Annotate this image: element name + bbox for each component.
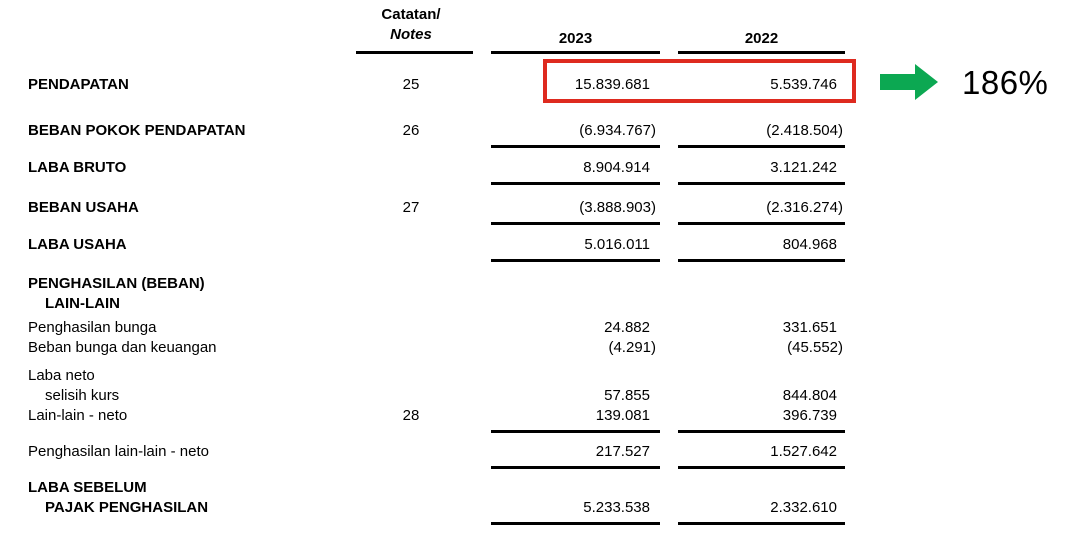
value-2022: 2.332.610 [678, 498, 845, 525]
table-row-beban-pokok: BEBAN POKOK PENDAPATAN 26 (6.934.767) (2… [0, 121, 1071, 148]
year-2022-column-header: 2022 [744, 30, 779, 47]
value-2023: 8.904.914 [491, 158, 660, 185]
value-2022: 844.804 [782, 387, 837, 404]
value-2022: 331.651 [782, 319, 837, 336]
table-row-beban-usaha: BEBAN USAHA 27 (3.888.903) (2.316.274) [0, 198, 1071, 225]
value-2023: 5.233.538 [491, 498, 660, 525]
table-row-beban-bunga: Beban bunga dan keuangan (4.291) (45.552… [0, 338, 1071, 358]
row-note-ref: 25 [402, 76, 420, 93]
row-label: PENDAPATAN [28, 76, 129, 93]
value-2022: (2.316.274) [678, 198, 845, 225]
revenue-highlight-box [543, 59, 856, 103]
value-2022: 3.121.242 [678, 158, 845, 185]
row-label: Penghasilan lain-lain - neto [28, 443, 209, 460]
row-note-ref: 28 [402, 407, 420, 424]
right-arrow-icon [880, 64, 938, 100]
notes-column-header-line1: Catatan/ [381, 6, 441, 23]
col-2022-header-underline [678, 51, 845, 54]
row-label: Penghasilan bunga [28, 319, 157, 336]
notes-column-header-line2: Notes [390, 26, 432, 43]
row-label: PENGHASILAN (BEBAN) [28, 275, 205, 292]
row-label: LABA BRUTO [28, 159, 127, 176]
row-label: Lain-lain - neto [28, 407, 128, 424]
value-2023: 24.882 [604, 319, 650, 336]
table-row-penghasilan-lain-lain-neto: Penghasilan lain-lain - neto 217.527 1.5… [0, 442, 1071, 469]
value-2022: 5.539.746 [770, 76, 837, 93]
row-label: Beban bunga dan keuangan [28, 339, 217, 356]
table-row-selisih-kurs: selisih kurs 57.855 844.804 [0, 386, 1071, 406]
table-row-pajak-penghasilan: PAJAK PENGHASILAN 5.233.538 2.332.610 [0, 498, 1071, 525]
value-2022: 804.968 [678, 235, 845, 262]
row-label: Laba neto [28, 367, 95, 384]
year-2023-column-header: 2023 [558, 30, 593, 47]
row-label: BEBAN POKOK PENDAPATAN [28, 122, 246, 139]
row-label: LABA SEBELUM [28, 479, 147, 496]
table-row-laba-sebelum-heading: LABA SEBELUM [0, 478, 1071, 498]
value-2022: (2.418.504) [678, 121, 845, 148]
value-2023: 5.016.011 [491, 235, 660, 262]
row-label: selisih kurs [45, 387, 120, 404]
table-row-laba-usaha: LABA USAHA 5.016.011 804.968 [0, 235, 1071, 262]
row-label: BEBAN USAHA [28, 199, 139, 216]
table-row-pendapatan: PENDAPATAN 25 15.839.681 5.539.746 [0, 75, 1071, 95]
table-row-laba-neto: Laba neto [0, 366, 1071, 386]
value-2023: 57.855 [604, 387, 650, 404]
row-note-ref: 27 [402, 199, 420, 216]
col-2023-header-underline [491, 51, 660, 54]
value-2023: (4.291) [608, 339, 656, 356]
table-row-penghasilan-beban-heading: PENGHASILAN (BEBAN) [0, 274, 1071, 294]
value-2022: 396.739 [678, 406, 845, 433]
growth-percentage-label: 186% [962, 64, 1049, 101]
value-2023: 217.527 [491, 442, 660, 469]
row-label: LABA USAHA [28, 236, 127, 253]
value-2023: 139.081 [491, 406, 660, 433]
row-note-ref: 26 [402, 122, 420, 139]
row-label: LAIN-LAIN [45, 295, 120, 312]
value-2022: (45.552) [787, 339, 843, 356]
table-row-lain-lain-heading: LAIN-LAIN [0, 294, 1071, 314]
value-2022: 1.527.642 [678, 442, 845, 469]
table-row-laba-bruto: LABA BRUTO 8.904.914 3.121.242 [0, 158, 1071, 185]
notes-header-underline [356, 51, 473, 54]
value-2023: 15.839.681 [574, 76, 650, 93]
row-label: PAJAK PENGHASILAN [45, 499, 209, 516]
value-2023: (3.888.903) [491, 198, 660, 225]
table-row-penghasilan-bunga: Penghasilan bunga 24.882 331.651 [0, 318, 1071, 338]
value-2023: (6.934.767) [491, 121, 660, 148]
table-row-lain-lain-neto: Lain-lain - neto 28 139.081 396.739 [0, 406, 1071, 433]
